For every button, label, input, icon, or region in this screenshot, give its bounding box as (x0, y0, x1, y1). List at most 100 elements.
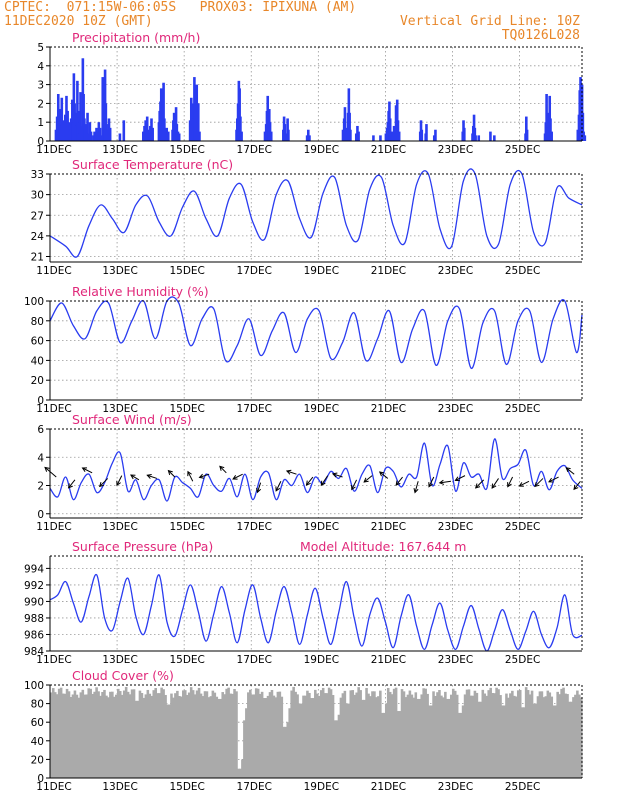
cloud-bar (69, 697, 73, 778)
cloud-bar (189, 687, 193, 778)
precip-bar (101, 77, 105, 141)
precip-bar (61, 120, 65, 141)
cloud-bar (448, 698, 451, 778)
y-tick-label: 3 (37, 80, 44, 92)
cloud-bar (343, 690, 347, 778)
x-tick-label: 11DEC (36, 781, 71, 793)
cloud-bar (422, 688, 425, 778)
cloud-bar (418, 698, 422, 778)
cloud-bar (412, 697, 416, 778)
cloud-bar (199, 693, 203, 778)
x-tick-label: 11DEC (36, 403, 71, 415)
wind-arrow-head (363, 477, 369, 483)
cloud-bar (205, 691, 209, 778)
cloud-bar (130, 689, 134, 778)
x-tick-label: 21DEC (371, 654, 406, 666)
wind-arrow (286, 470, 297, 475)
cloud-bar (122, 690, 126, 778)
x-tick-label: 21DEC (371, 265, 406, 277)
precip-bar (269, 131, 273, 141)
precip-bar (197, 103, 200, 141)
cloud-bar (162, 689, 165, 778)
cloud-bar (562, 687, 565, 778)
cloud-bar (485, 695, 489, 778)
cloud-bar (493, 693, 496, 778)
cloud-bar (497, 689, 500, 778)
cloud-bar (312, 698, 315, 778)
cloud-bar (365, 687, 368, 778)
panel-subtitle-4: Model Altitude: 167.644 m (300, 539, 466, 554)
precip-bar (93, 131, 96, 141)
cloud-bar (317, 695, 321, 778)
cloud-bar (509, 693, 512, 778)
cloud-bar (239, 768, 242, 778)
cloud-bar (168, 704, 171, 778)
cloud-bar (576, 690, 579, 778)
x-tick-label: 15DEC (169, 654, 204, 666)
x-tick-label: 11DEC (36, 654, 71, 666)
cloud-bar (554, 705, 557, 778)
cloud-bar (408, 690, 412, 778)
cloud-bar (290, 690, 293, 778)
panel-title-1: Surface Temperature (nC) (72, 157, 233, 172)
header-code: TQ0126L028 (501, 28, 580, 43)
cloud-bar (574, 694, 577, 778)
series-line-4 (49, 573, 583, 652)
wind-arrow-head (351, 484, 356, 491)
cloud-bar (270, 689, 274, 778)
cloud-bar (410, 694, 414, 778)
cloud-bar (321, 687, 325, 778)
cloud-bar (479, 701, 483, 778)
cloud-bar (229, 693, 232, 778)
cloud-bar (225, 688, 228, 778)
cloud-bar (477, 701, 481, 778)
y-tick-label: 27 (31, 210, 44, 222)
x-tick-label: 19DEC (304, 144, 339, 156)
panel-2-background (50, 301, 582, 400)
wind-arrow (491, 478, 499, 489)
wind-arrow-head (285, 469, 292, 475)
cloud-bar (140, 692, 144, 778)
cloud-bar (438, 690, 441, 778)
wind-arrow-head (395, 480, 401, 486)
cloud-bar (444, 691, 447, 778)
precip-bar (463, 127, 466, 141)
cloud-bar (63, 693, 67, 778)
wind-arrow-head (81, 467, 88, 472)
cloud-bar (75, 694, 79, 778)
cloud-bar (398, 711, 402, 778)
wind-arrow-head (130, 474, 136, 480)
precip-bar (396, 120, 400, 141)
x-tick-label: 13DEC (102, 521, 137, 533)
wind-arrow (507, 476, 514, 487)
wind-arrow (232, 473, 243, 480)
y-tick-label: 2 (37, 98, 44, 110)
wind-arrow (379, 471, 389, 479)
wind-arrow-head (275, 486, 281, 492)
cloud-bar (250, 694, 254, 778)
cloud-bar (101, 691, 104, 778)
cloud-bar (499, 695, 502, 778)
cloud-bar (442, 697, 445, 778)
wind-arrow (519, 480, 530, 487)
cloud-bar (97, 691, 100, 778)
cloud-bar (308, 692, 311, 778)
cloud-bar (211, 690, 215, 778)
cloud-bar (556, 691, 559, 778)
precip-bar (239, 116, 242, 141)
cloud-bar (156, 693, 159, 778)
y-tick-label: 984 (24, 646, 44, 658)
cloud-bar (81, 689, 85, 778)
cloud-bar (513, 695, 516, 778)
cloud-bar (235, 691, 238, 778)
wind-arrow (565, 467, 575, 475)
cloud-bar (534, 703, 538, 778)
precip-bar (60, 97, 64, 141)
cloud-bar (469, 695, 473, 778)
precip-bar (162, 82, 165, 141)
cloud-bar (459, 712, 463, 778)
cloud-bar (449, 694, 453, 778)
cloud-bar (578, 694, 581, 778)
x-tick-label: 15DEC (169, 403, 204, 415)
cloud-bar (207, 697, 211, 778)
